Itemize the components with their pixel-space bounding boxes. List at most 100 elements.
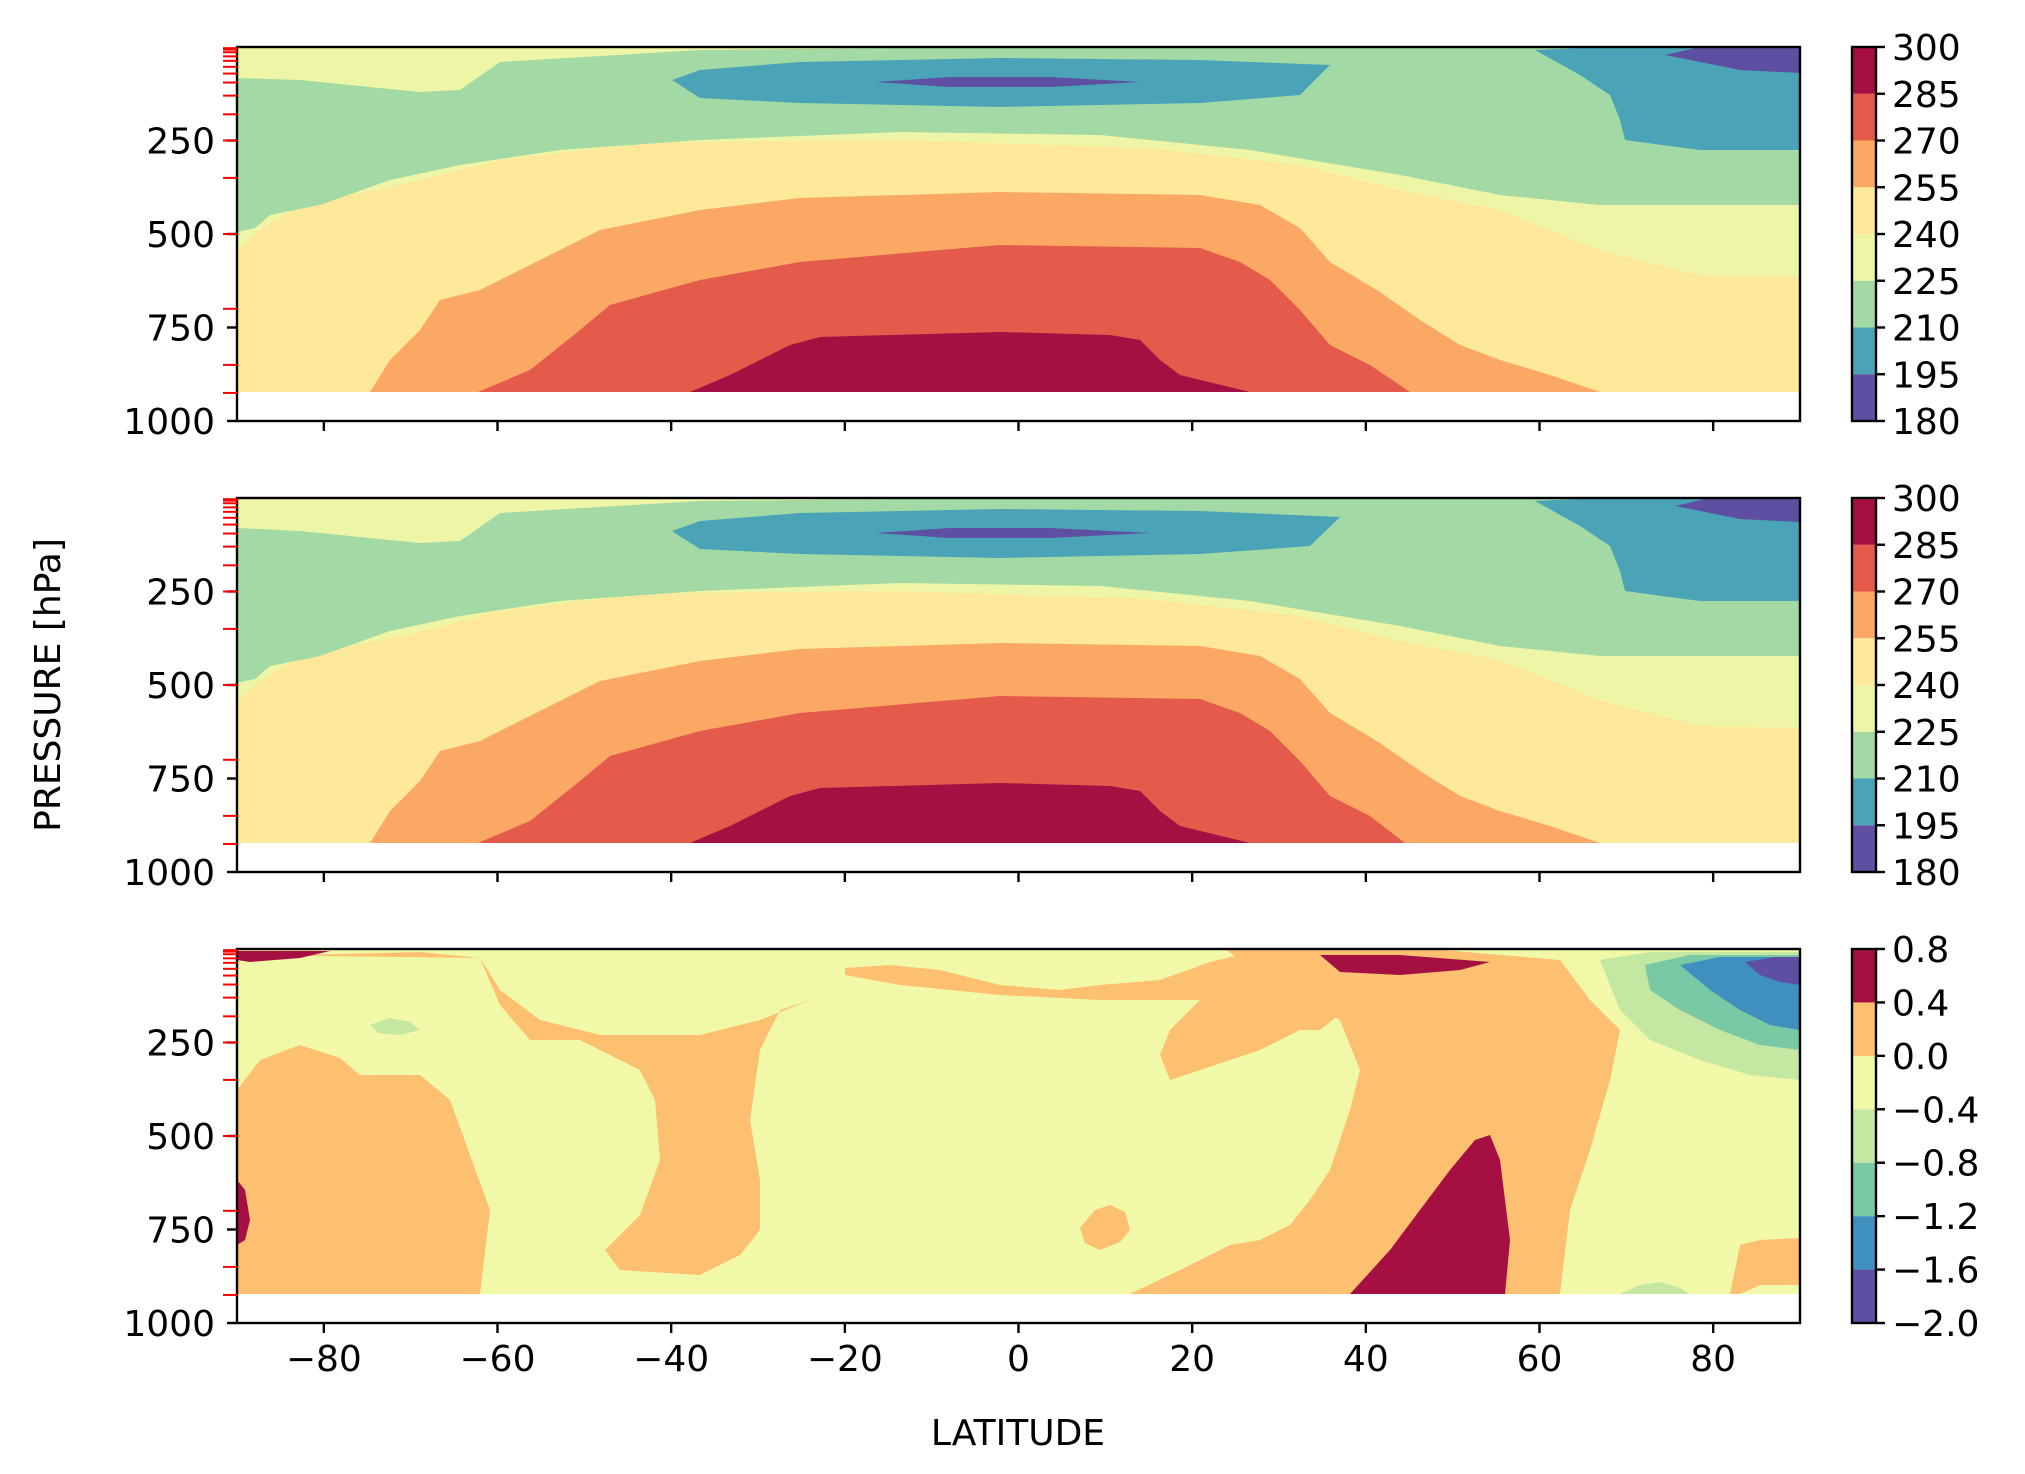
colorbar-tick-label: 270 [1892, 573, 1961, 614]
x-tick-label: −60 [460, 1339, 536, 1380]
x-ticks-bottom: −80 −60 −40 −20 0 20 40 60 80 [286, 1323, 1736, 1380]
colorbar-tick-label: 195 [1892, 355, 1961, 396]
colorbar-segment [1852, 1002, 1876, 1056]
panel-middle: 250 500 750 1000 180 195 210 225 240 255 270 285 30… [123, 479, 1960, 894]
colorbar-tick-label: 285 [1892, 526, 1961, 567]
y-tick-label: 1000 [123, 1304, 215, 1345]
colorbar-segment [1852, 1055, 1876, 1110]
colorbar-segment [1852, 47, 1876, 94]
colorbar-segment [1852, 731, 1876, 779]
colorbar-tick-label: −2.0 [1892, 1304, 1979, 1345]
colorbar-tick-label: 300 [1892, 28, 1961, 69]
contour-band-neg0.8-neg0.4-bottom [1620, 1282, 1690, 1294]
colorbar-tick-label: 240 [1892, 215, 1961, 256]
contour-band-0.4-0.8-east-plume [1350, 1135, 1510, 1294]
y-ticks-bottom: 250 500 750 1000 [123, 1024, 237, 1345]
colorbar-segment [1852, 140, 1876, 188]
below-ground-mask [237, 1294, 1800, 1323]
contour-band-285-300 [690, 332, 1250, 392]
y-ticks-middle: 250 500 750 1000 [123, 573, 237, 894]
colorbar-segment [1852, 638, 1876, 685]
contour-band-270-285 [478, 245, 1410, 392]
colorbar-tick-label: 0.4 [1892, 983, 1949, 1024]
y-ticks-top: 250 500 750 1000 [123, 122, 237, 443]
contour-band-0.4-0.8-west-top [237, 951, 330, 962]
colorbar-tick-label: 255 [1892, 168, 1961, 209]
y-tick-label: 250 [146, 122, 215, 163]
x-tick-label: 80 [1690, 1339, 1736, 1380]
colorbar-segment [1852, 825, 1876, 872]
colorbar-segment [1852, 280, 1876, 328]
contour-band-210-225 [237, 498, 1800, 683]
colorbar-tick-label: 195 [1892, 806, 1961, 847]
panel-top: 250 500 750 1000 180 195 210 225 240 255 270 285 30… [123, 28, 1960, 443]
colorbar-segment [1852, 234, 1876, 281]
x-tick-label: 40 [1343, 1339, 1389, 1380]
colorbar-tick-label: 0.8 [1892, 930, 1949, 971]
colorbar-segment [1852, 949, 1876, 1003]
y-axis-title: PRESSURE [hPa] [28, 538, 69, 832]
colorbar-tick-label: 225 [1892, 713, 1961, 754]
colorbar-segment [1852, 544, 1876, 592]
x-tick-label: −40 [633, 1339, 709, 1380]
y-tick-label: 750 [146, 760, 215, 801]
contour-band-180-195-equator [876, 528, 1150, 538]
contour-band-0.0-0.4-center-blob [1080, 1205, 1130, 1250]
colorbar-segment [1852, 1109, 1876, 1163]
contour-band-285-300 [690, 783, 1250, 843]
colorbar-tick-label: 210 [1892, 760, 1961, 801]
colorbar-segment [1852, 591, 1876, 639]
colorbar-tick-label: 0.0 [1892, 1037, 1949, 1078]
y-tick-label: 1000 [123, 853, 215, 894]
colorbar-segment [1852, 93, 1876, 141]
y-tick-label: 750 [146, 309, 215, 350]
y-tick-label: 1000 [123, 402, 215, 443]
colorbar-tick-label: 255 [1892, 619, 1961, 660]
colorbar-segment [1852, 1269, 1876, 1323]
level-markers-top [223, 47, 237, 394]
colorbar-tick-label: −0.8 [1892, 1144, 1979, 1185]
contour-band-0.0-0.4-west [237, 1045, 490, 1294]
colorbar-segment [1852, 1162, 1876, 1217]
x-ticks-top [322, 421, 1715, 431]
colorbar-tick-label: 210 [1892, 309, 1961, 350]
colorbar-tick-label: −0.4 [1892, 1090, 1979, 1131]
colorbar-top: 180 195 210 225 240 255 270 285 300 [1850, 28, 1961, 443]
x-tick-label: 20 [1169, 1339, 1215, 1380]
contour-band-210-225 [237, 47, 1800, 232]
colorbar-tick-label: −1.6 [1892, 1251, 1979, 1292]
contour-band-195-210-north [1535, 47, 1800, 150]
y-tick-label: 500 [146, 1117, 215, 1158]
colorbar-segment [1852, 374, 1876, 421]
colorbar-bottom: −2.0 −1.6 −1.2 −0.8 −0.4 0.0 0.4 0.8 [1850, 930, 1979, 1345]
y-tick-label: 750 [146, 1211, 215, 1252]
colorbar-tick-label: 180 [1892, 402, 1961, 443]
colorbar-frame [1850, 947, 1878, 1325]
contour-band-0.4-0.8-upper [1320, 955, 1490, 975]
contour-band-0.0-0.4-center [845, 955, 1345, 1080]
colorbar-segment [1852, 685, 1876, 732]
colorbar-tick-label: 225 [1892, 262, 1961, 303]
colorbar-tick-label: 285 [1892, 75, 1961, 116]
colorbar-segment [1852, 187, 1876, 234]
x-tick-label: 60 [1517, 1339, 1563, 1380]
contour-field-bottom [237, 949, 1800, 1323]
y-tick-label: 500 [146, 215, 215, 256]
y-tick-label: 500 [146, 666, 215, 707]
panel-bottom: −80 −60 −40 −20 0 20 40 60 80 250 500 750 1000 −2.0… [123, 930, 1979, 1380]
x-axis-title: LATITUDE [931, 1413, 1105, 1454]
colorbar-tick-label: 240 [1892, 666, 1961, 707]
contour-band-270-285 [478, 696, 1405, 843]
contour-field-top [237, 47, 1800, 421]
y-tick-label: 250 [146, 1024, 215, 1065]
contour-band-195-210-north [1535, 498, 1800, 601]
colorbar-segment [1852, 327, 1876, 375]
colorbar-tick-label: 300 [1892, 479, 1961, 520]
colorbar-segment [1852, 1216, 1876, 1270]
y-tick-label: 250 [146, 573, 215, 614]
x-tick-label: −20 [807, 1339, 883, 1380]
contour-band-neg0.8-neg0.4-small [370, 1018, 420, 1035]
colorbar-tick-label: 270 [1892, 122, 1961, 163]
x-tick-label: −80 [286, 1339, 362, 1380]
below-ground-mask [237, 392, 1800, 421]
